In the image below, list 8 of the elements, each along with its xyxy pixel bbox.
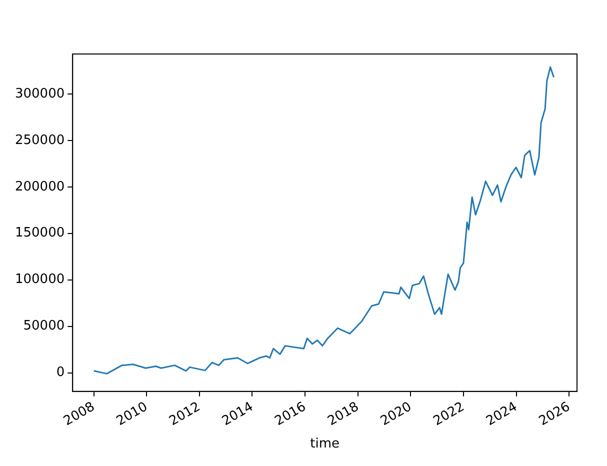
y-tick-label: 200000 [14, 179, 65, 194]
y-tick-label: 150000 [14, 226, 65, 241]
y-tick-label: 100000 [14, 272, 65, 288]
y-tick-label: 50000 [23, 318, 65, 334]
y-tick-label: 250000 [14, 132, 65, 148]
x-axis-title: time [310, 436, 340, 452]
y-tick-label: 0 [56, 365, 65, 380]
y-tick-label: 300000 [14, 86, 65, 102]
